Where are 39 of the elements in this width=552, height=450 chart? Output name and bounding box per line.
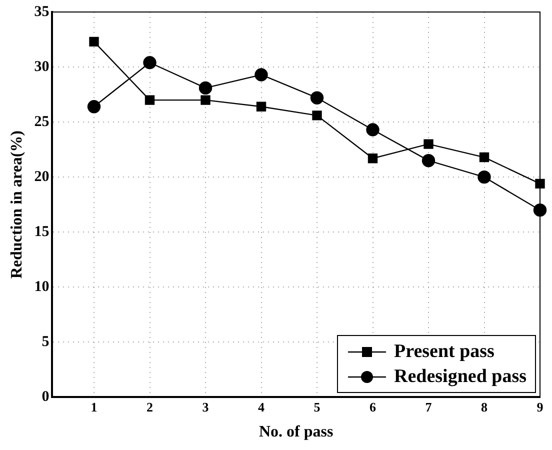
point xyxy=(254,68,268,82)
point xyxy=(368,154,378,164)
y-tick-label: 10 xyxy=(34,279,50,296)
x-tick-label: 1 xyxy=(90,399,98,414)
x-tick-label: 5 xyxy=(314,399,321,414)
point xyxy=(143,56,156,70)
legend-label: Redesigned pass xyxy=(394,366,526,388)
y-tick-label: 35 xyxy=(34,4,50,20)
x-tick-label: 8 xyxy=(481,399,488,414)
x-tick-label: 7 xyxy=(425,399,432,414)
x-tick-label: 3 xyxy=(202,399,210,414)
x-tick-label: 4 xyxy=(258,399,266,414)
point xyxy=(256,102,266,112)
point xyxy=(312,110,322,120)
y-tick-label: 30 xyxy=(34,58,50,75)
point xyxy=(422,154,436,168)
point xyxy=(366,123,380,136)
y-tick-label: 0 xyxy=(42,389,50,406)
y-axis-title: Reduction in area(%) xyxy=(8,130,26,279)
point xyxy=(144,95,155,105)
x-axis-title: No. of pass xyxy=(258,424,334,441)
legend-label: Present pass xyxy=(394,340,494,363)
point xyxy=(89,36,99,47)
x-tick-label: 6 xyxy=(370,399,377,414)
point xyxy=(533,204,547,217)
y-tick-label: 20 xyxy=(34,168,50,185)
point xyxy=(310,91,324,104)
x-tick-label: 9 xyxy=(536,399,544,414)
point xyxy=(479,152,490,162)
point xyxy=(478,170,491,184)
y-tick-label: 5 xyxy=(42,334,50,350)
x-tick-label: 2 xyxy=(146,399,154,414)
point xyxy=(87,100,101,114)
y-tick-label: 25 xyxy=(34,114,50,130)
point xyxy=(424,139,434,149)
y-tick-label: 15 xyxy=(34,224,50,240)
point xyxy=(535,178,545,189)
point xyxy=(200,95,210,105)
point xyxy=(198,81,212,95)
